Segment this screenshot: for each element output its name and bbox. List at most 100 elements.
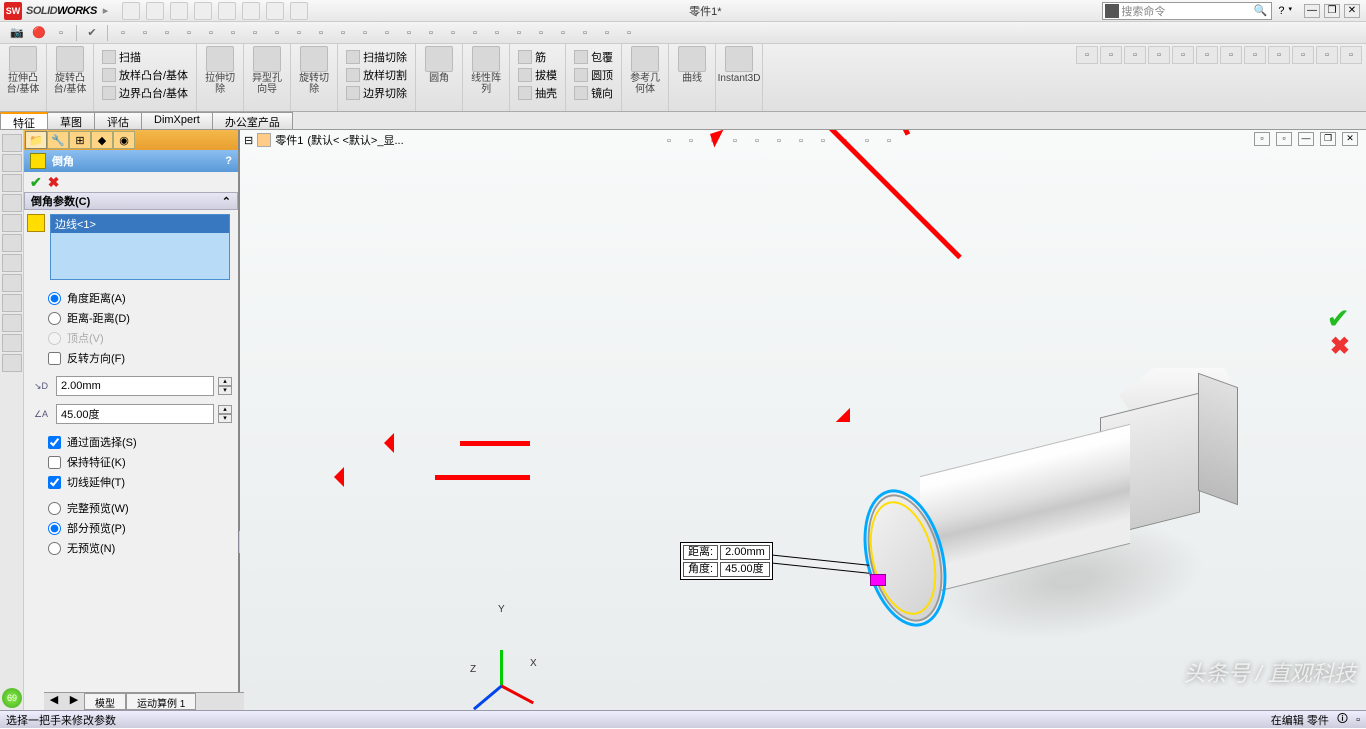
vtool-2[interactable] <box>2 174 22 192</box>
qat-open[interactable] <box>146 2 164 20</box>
tool-8[interactable]: ▫ <box>290 24 308 42</box>
vtool-7[interactable] <box>2 274 22 292</box>
shell-button[interactable]: 抽壳 <box>516 84 559 102</box>
tab-dimxpert[interactable]: DimXpert <box>141 112 213 129</box>
cut-loft-button[interactable]: 放样切割 <box>344 66 409 84</box>
extrude-boss-button[interactable]: 拉伸凸 台/基体 <box>4 46 42 95</box>
qat-select[interactable] <box>242 2 260 20</box>
mirror-button[interactable]: 镜向 <box>572 84 615 102</box>
tool-20[interactable]: ▫ <box>554 24 572 42</box>
apply-scene-button[interactable]: ▫ <box>814 132 832 150</box>
dome-button[interactable]: 圆顶 <box>572 66 615 84</box>
tp-tab-4[interactable]: ▫ <box>1172 46 1194 64</box>
tp-tab-2[interactable]: ▫ <box>1124 46 1146 64</box>
vp-rest[interactable]: ❐ <box>1320 132 1336 146</box>
draft-button[interactable]: 拔模 <box>516 66 559 84</box>
tool-4[interactable]: ▫ <box>202 24 220 42</box>
vtool-5[interactable] <box>2 234 22 252</box>
more-button[interactable]: ▫ <box>880 132 898 150</box>
menu-dropdown[interactable]: ▸ <box>103 4 109 17</box>
vtool-4[interactable] <box>2 214 22 232</box>
tab-feature[interactable]: 特征 <box>0 112 48 129</box>
breadcrumb-part[interactable]: 零件1 <box>275 132 303 148</box>
vp-close[interactable]: ✕ <box>1342 132 1358 146</box>
edit-appearance-button[interactable]: ▫ <box>792 132 810 150</box>
tool-0[interactable]: ▫ <box>114 24 132 42</box>
opt-distance-distance[interactable]: 距离-距离(D) <box>48 308 230 328</box>
qat-options[interactable] <box>290 2 308 20</box>
zoom-fit-button[interactable]: ▫ <box>660 132 678 150</box>
panel-help[interactable]: ? <box>225 155 232 167</box>
tp-tab-7[interactable]: ▫ <box>1244 46 1266 64</box>
tab-evaluate[interactable]: 评估 <box>94 112 142 129</box>
tool-11[interactable]: ▫ <box>356 24 374 42</box>
tab-motion[interactable]: 运动算例 1 <box>126 693 196 710</box>
tool-16[interactable]: ▫ <box>466 24 484 42</box>
qat-save[interactable] <box>170 2 188 20</box>
status-icon[interactable]: 🛈 <box>1337 710 1348 729</box>
tool-2[interactable]: ▫ <box>158 24 176 42</box>
loft-button[interactable]: 放样凸台/基体 <box>100 66 190 84</box>
tp-tab-3[interactable]: ▫ <box>1148 46 1170 64</box>
tool-5[interactable]: ▫ <box>224 24 242 42</box>
reject-feature-icon[interactable]: ✖ <box>1330 332 1350 361</box>
opt-angle-distance[interactable]: 角度距离(A) <box>48 288 230 308</box>
qat-rebuild[interactable] <box>266 2 284 20</box>
vtool-1[interactable] <box>2 154 22 172</box>
tool-22[interactable]: ▫ <box>598 24 616 42</box>
notification-badge[interactable]: 69 <box>2 688 22 708</box>
chamfer-manipulator[interactable] <box>870 574 886 586</box>
tool-23[interactable]: ▫ <box>620 24 638 42</box>
angle-input[interactable] <box>56 404 214 424</box>
property-tab[interactable]: 🔧 <box>47 131 69 149</box>
display-tab[interactable]: ◉ <box>113 131 135 149</box>
prev-tab[interactable]: ◀ <box>44 693 64 710</box>
accept-feature-icon[interactable]: ✔ <box>1327 302 1350 335</box>
tp-tab-0[interactable]: ▫ <box>1076 46 1098 64</box>
qat-undo[interactable] <box>218 2 236 20</box>
task-pane-tabs[interactable]: for(let i=0;i<12;i++)document.write('<di… <box>1076 46 1362 68</box>
hole-wizard-button[interactable]: 异型孔 向导 <box>248 46 286 95</box>
vp-min[interactable]: ▫ <box>1254 132 1270 146</box>
opt-partial-preview[interactable]: 部分预览(P) <box>48 518 230 538</box>
cut-sweep-button[interactable]: 扫描切除 <box>344 48 409 66</box>
callout-table[interactable]: 距离:2.00mm 角度:45.00度 <box>680 542 773 580</box>
display-style-button[interactable]: ▫ <box>748 132 766 150</box>
feature-manager-tab[interactable]: 📁 <box>25 131 47 149</box>
opt-full-preview[interactable]: 完整预览(W) <box>48 498 230 518</box>
linear-pattern-button[interactable]: 线性阵 列 <box>467 46 505 95</box>
sweep-button[interactable]: 扫描 <box>100 48 190 66</box>
cut-revolve-button[interactable]: 旋转切 除 <box>295 46 333 95</box>
tool-21[interactable]: ▫ <box>576 24 594 42</box>
chk-keep-features[interactable]: 保持特征(K) <box>48 452 230 472</box>
tool-13[interactable]: ▫ <box>400 24 418 42</box>
next-tab[interactable]: ▶ <box>64 693 84 710</box>
tool-18[interactable]: ▫ <box>510 24 528 42</box>
tool-19[interactable]: ▫ <box>532 24 550 42</box>
instant3d-button[interactable]: Instant3D <box>720 46 758 84</box>
capture-icon[interactable]: ▫ <box>52 24 70 42</box>
vtool-9[interactable] <box>2 314 22 332</box>
opt-vertex[interactable]: 顶点(V) <box>48 328 230 348</box>
section-button[interactable]: ▫ <box>726 132 744 150</box>
screenshot-icon[interactable]: 📷 <box>8 24 26 42</box>
tab-office[interactable]: 办公室产品 <box>212 112 293 129</box>
tool-6[interactable]: ▫ <box>246 24 264 42</box>
qat-print[interactable] <box>194 2 212 20</box>
tool-9[interactable]: ▫ <box>312 24 330 42</box>
chk-tangent-propagation[interactable]: 切线延伸(T) <box>48 472 230 492</box>
chamfer-params-header[interactable]: 倒角参数(C)⌃ <box>24 192 238 210</box>
distance-spinner[interactable]: ▴▾ <box>218 377 232 395</box>
ok-button[interactable]: ✔ <box>30 174 42 190</box>
record-icon[interactable]: 🔴 <box>30 24 48 42</box>
tp-tab-11[interactable]: ▫ <box>1340 46 1362 64</box>
edge-selection-box[interactable]: 边线<1> <box>50 214 230 280</box>
tp-tab-9[interactable]: ▫ <box>1292 46 1314 64</box>
vtool-8[interactable] <box>2 294 22 312</box>
minimize-button[interactable]: — <box>1304 4 1320 18</box>
tp-tab-6[interactable]: ▫ <box>1220 46 1242 64</box>
dimxpert-tab[interactable]: ◆ <box>91 131 113 149</box>
revolve-boss-button[interactable]: 旋转凸 台/基体 <box>51 46 89 95</box>
distance-input[interactable] <box>56 376 214 396</box>
opt-no-preview[interactable]: 无预览(N) <box>48 538 230 558</box>
